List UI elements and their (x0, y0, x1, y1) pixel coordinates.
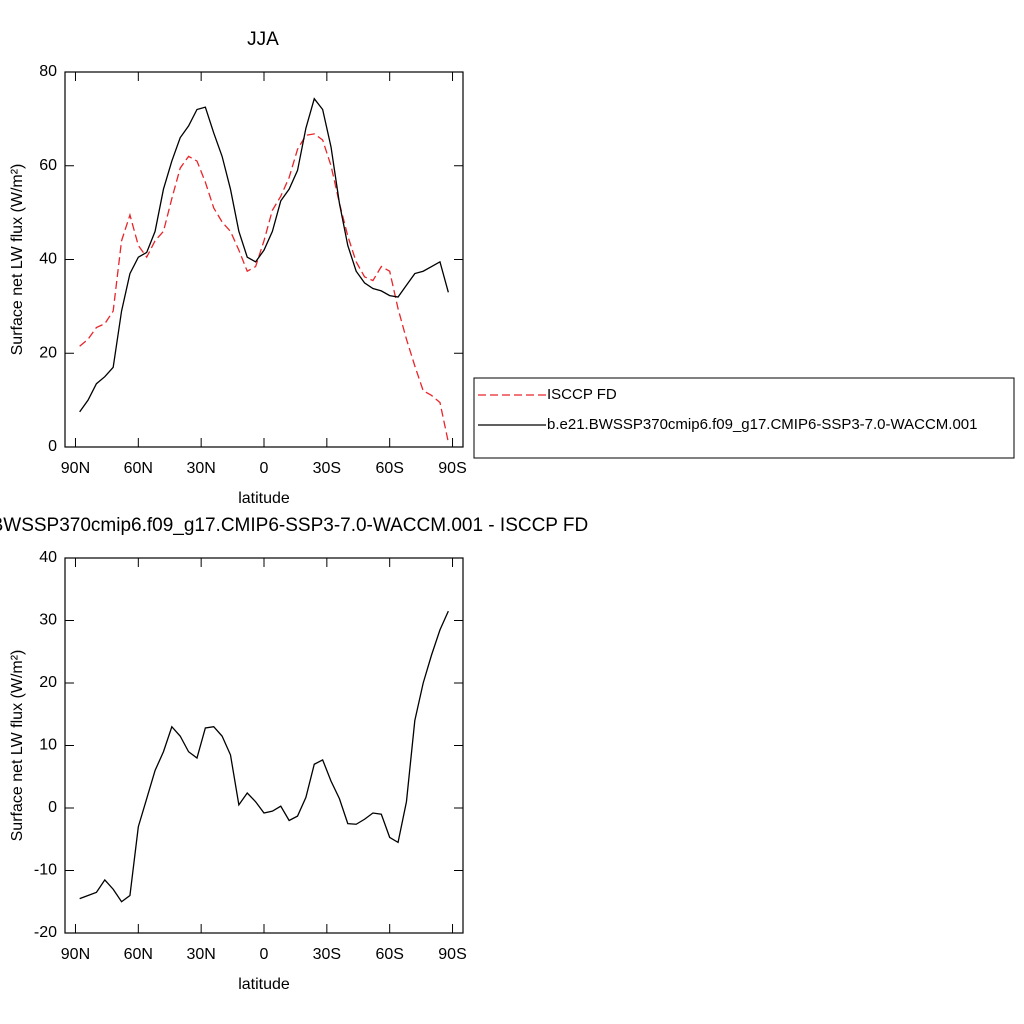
x-tick-label: 0 (260, 946, 269, 963)
y-tick-label: 0 (48, 799, 57, 816)
x-tick-label: 90S (438, 946, 466, 963)
x-tick-label: 30N (186, 460, 215, 477)
y-tick-label: 20 (39, 344, 57, 361)
y-tick-label: 30 (39, 612, 57, 629)
y-tick-label: 40 (39, 251, 57, 268)
x-tick-label: 60N (124, 946, 153, 963)
y-tick-label: 0 (48, 438, 57, 455)
x-tick-label: 0 (260, 460, 269, 477)
data-line (79, 610, 449, 903)
y-tick-label: -10 (34, 862, 57, 879)
x-tick-label: 90N (61, 946, 90, 963)
legend-label: b.e21.BWSSP370cmip6.f09_g17.CMIP6-SSP3-7… (547, 416, 977, 433)
y-tick-label: -20 (34, 924, 57, 941)
x-tick-label: 60S (375, 460, 403, 477)
x-tick-label: 60S (375, 946, 403, 963)
plot-frame (64, 557, 464, 934)
x-tick-label: 60N (124, 460, 153, 477)
data-line (79, 133, 449, 443)
y-axis-label: Surface net LW flux (W/m²) (9, 650, 26, 842)
x-tick-label: 30N (186, 946, 215, 963)
chart-title: b.e21.BWSSP370cmip6.f09_g17.CMIP6-SSP3-7… (0, 515, 588, 536)
legend-label: ISCCP FD (547, 386, 617, 403)
y-tick-label: 80 (39, 63, 57, 80)
y-tick-label: 60 (39, 157, 57, 174)
y-axis-label: Surface net LW flux (W/m²) (9, 164, 26, 356)
y-tick-label: 20 (39, 674, 57, 691)
y-tick-label: 10 (39, 737, 57, 754)
x-axis-label: latitude (238, 976, 290, 993)
x-axis-label: latitude (238, 490, 290, 507)
x-tick-label: 30S (313, 460, 341, 477)
plot-frame (64, 71, 464, 448)
x-tick-label: 30S (313, 946, 341, 963)
chart-title: JJA (247, 29, 279, 50)
y-tick-label: 40 (39, 549, 57, 566)
data-line (79, 97, 449, 413)
x-tick-label: 90S (438, 460, 466, 477)
legend-box (473, 377, 1015, 459)
x-tick-label: 90N (61, 460, 90, 477)
